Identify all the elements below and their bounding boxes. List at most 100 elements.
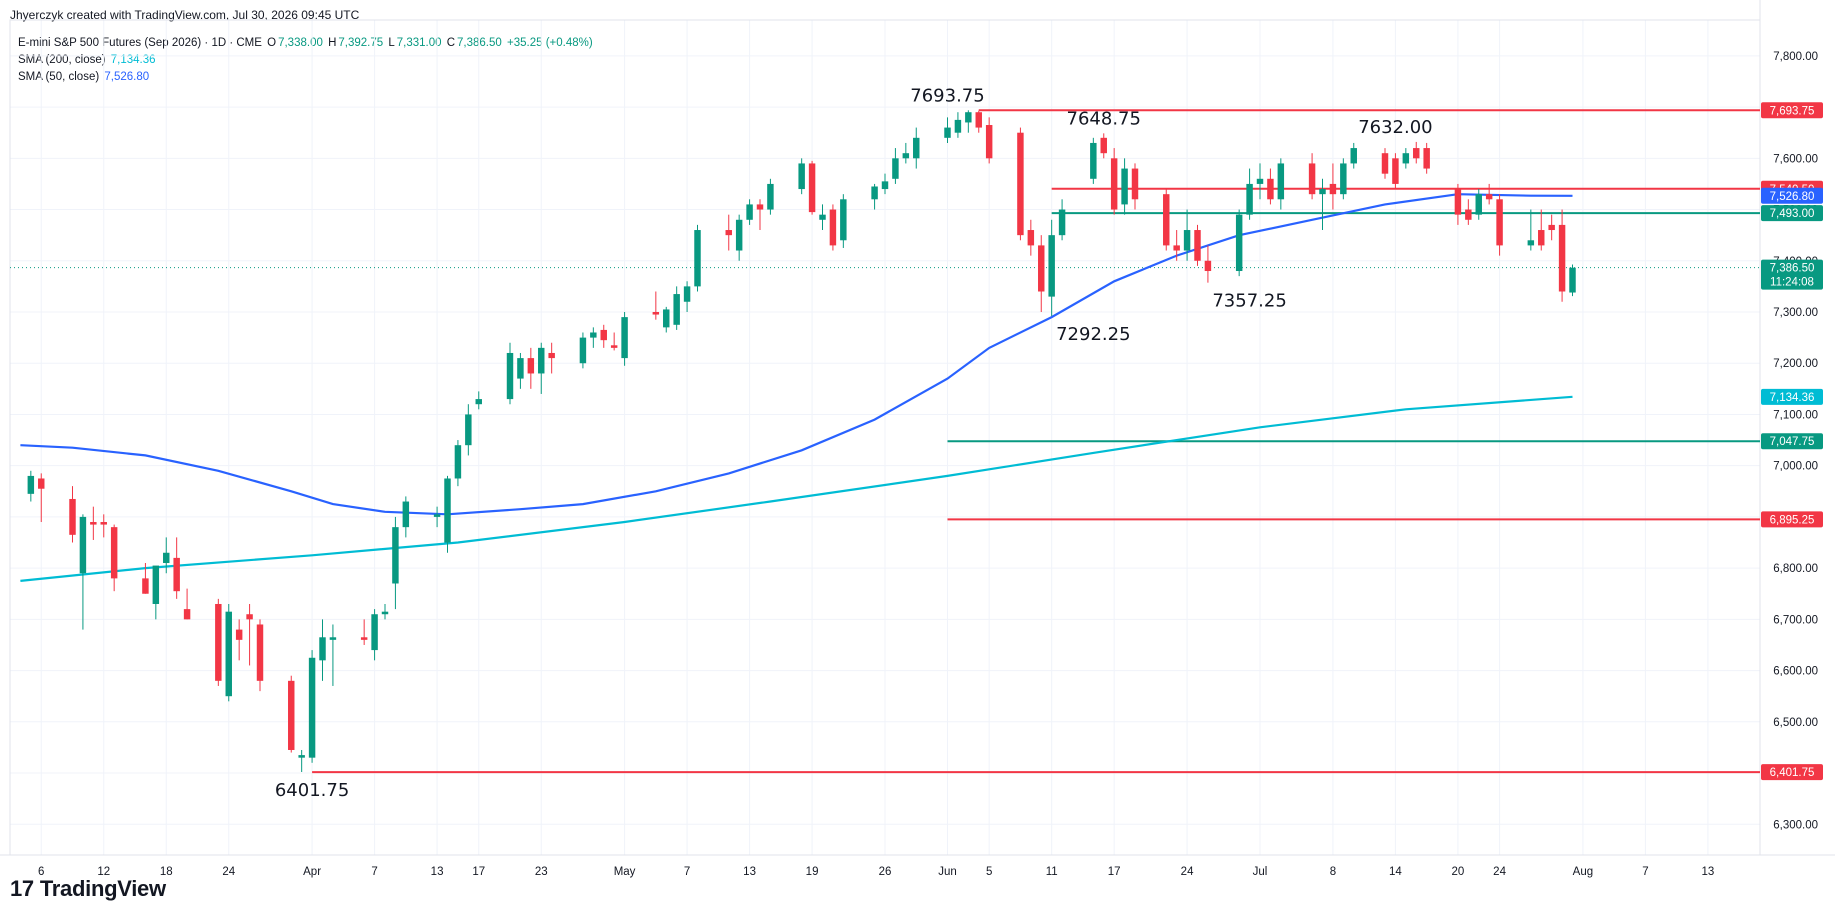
candle-body bbox=[1454, 189, 1462, 215]
candle-body bbox=[1131, 168, 1139, 200]
level-price-badge-bg bbox=[1761, 511, 1823, 528]
change-value: +35.25 (+0.48%) bbox=[507, 37, 593, 49]
y-tick-label: 7,200.00 bbox=[1773, 358, 1818, 370]
x-tick-label: 18 bbox=[160, 866, 173, 878]
x-tick-label: 8 bbox=[1330, 866, 1336, 878]
x-tick-label: 24 bbox=[222, 866, 235, 878]
candle-body bbox=[1017, 132, 1024, 236]
candle-body bbox=[913, 137, 920, 159]
x-tick-label: 20 bbox=[1452, 866, 1465, 878]
candle-body bbox=[1465, 209, 1472, 220]
candle-body bbox=[1485, 194, 1493, 200]
tradingview-logo[interactable]: 17 TradingView bbox=[10, 876, 166, 902]
x-tick-label: 7 bbox=[684, 866, 690, 878]
level-price-badge: 7,047.75 bbox=[1770, 436, 1815, 448]
candle-body bbox=[288, 680, 295, 750]
candle-body bbox=[975, 112, 982, 128]
candle-body bbox=[1308, 163, 1316, 195]
candle-body bbox=[694, 230, 701, 287]
candle-body bbox=[90, 522, 97, 525]
candle-body bbox=[1413, 148, 1420, 159]
candle-body bbox=[1475, 194, 1482, 215]
candle-body bbox=[381, 611, 389, 615]
candle-body bbox=[1538, 230, 1545, 246]
candle-body bbox=[1340, 163, 1347, 195]
y-tick-label: 7,800.00 bbox=[1773, 51, 1818, 63]
price-badge: 7,134.36 bbox=[1770, 392, 1815, 404]
candle-body bbox=[1381, 153, 1389, 174]
low-label: L bbox=[388, 37, 395, 49]
sma-line bbox=[20, 193, 1573, 516]
x-tick-label: 17 bbox=[1108, 866, 1121, 878]
low-value: 7,331.00 bbox=[396, 37, 442, 49]
x-tick-label: 13 bbox=[1702, 866, 1715, 878]
candle-body bbox=[954, 119, 962, 133]
sma50-row[interactable]: SMA (50, close) 7,526.80 bbox=[18, 69, 595, 86]
x-tick-label: 14 bbox=[1389, 866, 1402, 878]
candle-body bbox=[163, 552, 170, 564]
price-annotation: 6401.75 bbox=[275, 780, 349, 801]
y-tick-label: 6,800.00 bbox=[1773, 563, 1818, 575]
candle-body bbox=[319, 637, 326, 661]
chart-author-line: Jhyerczyk created with TradingView.com, … bbox=[10, 8, 360, 22]
y-tick-label: 7,000.00 bbox=[1773, 461, 1818, 473]
x-tick-label: 11 bbox=[1046, 866, 1058, 878]
price-annotation: 7632.00 bbox=[1358, 117, 1432, 138]
y-tick-label: 7,600.00 bbox=[1773, 153, 1818, 165]
candle-body bbox=[819, 214, 826, 220]
candle-body bbox=[735, 219, 743, 251]
candle-body bbox=[1319, 189, 1326, 195]
y-tick-label: 7,300.00 bbox=[1773, 307, 1818, 319]
price-badge-bg bbox=[1761, 259, 1823, 290]
candle-body bbox=[652, 311, 660, 315]
candle-body bbox=[246, 614, 253, 620]
price-annotation: 7357.25 bbox=[1212, 291, 1286, 312]
candle-body bbox=[392, 527, 399, 584]
candle-body bbox=[965, 112, 972, 123]
y-tick-label: 6,300.00 bbox=[1773, 819, 1818, 831]
candle-body bbox=[1569, 267, 1576, 293]
candle-body bbox=[402, 501, 410, 528]
candle-body bbox=[1548, 224, 1555, 231]
candle-body bbox=[756, 204, 764, 210]
logo-text: TradingView bbox=[39, 876, 166, 901]
level-price-badge-bg bbox=[1761, 433, 1823, 450]
sma200-value: 7,134.36 bbox=[110, 54, 156, 66]
level-price-badge: 7,693.75 bbox=[1770, 105, 1815, 117]
sma-line bbox=[20, 395, 1573, 582]
x-tick-label: 26 bbox=[879, 866, 892, 878]
symbol-title[interactable]: E-mini S&P 500 Futures (Sep 2026) · 1D ·… bbox=[18, 37, 262, 49]
sma200-row[interactable]: SMA (200, close) 7,134.36 bbox=[18, 52, 595, 69]
candle-body bbox=[600, 329, 607, 341]
candle-body bbox=[673, 294, 680, 325]
y-tick-label: 6,600.00 bbox=[1773, 666, 1818, 678]
y-tick-label: 6,700.00 bbox=[1773, 614, 1818, 626]
candle-body bbox=[225, 611, 232, 697]
x-tick-label: 5 bbox=[986, 866, 992, 878]
axes: 6,300.006,400.006,500.006,600.006,700.00… bbox=[0, 0, 1835, 878]
candle-body bbox=[1027, 230, 1035, 246]
candle-body bbox=[1183, 230, 1191, 251]
candle-body bbox=[329, 637, 337, 640]
candle-body bbox=[1204, 260, 1212, 272]
candle-body bbox=[1058, 209, 1066, 236]
sma200-label: SMA (200, close) bbox=[18, 54, 106, 66]
close-label: C bbox=[446, 37, 456, 49]
candle-body bbox=[465, 414, 472, 446]
candle-body bbox=[579, 337, 587, 364]
moving-averages bbox=[20, 193, 1573, 582]
x-tick-label: 13 bbox=[431, 866, 444, 878]
candle-body bbox=[69, 498, 76, 535]
candle-body bbox=[590, 332, 597, 338]
candle-body bbox=[100, 522, 107, 525]
candle-body bbox=[902, 153, 910, 159]
candle-body bbox=[1256, 178, 1264, 184]
price-annotation: 7292.25 bbox=[1056, 324, 1130, 345]
candle-body bbox=[610, 345, 618, 348]
level-price-badge-bg bbox=[1761, 764, 1823, 781]
candle-body bbox=[881, 181, 889, 190]
level-price-badge: 7,493.00 bbox=[1770, 208, 1815, 220]
horizontal-levels[interactable] bbox=[10, 109, 1760, 774]
x-tick-label: 6 bbox=[38, 866, 44, 878]
